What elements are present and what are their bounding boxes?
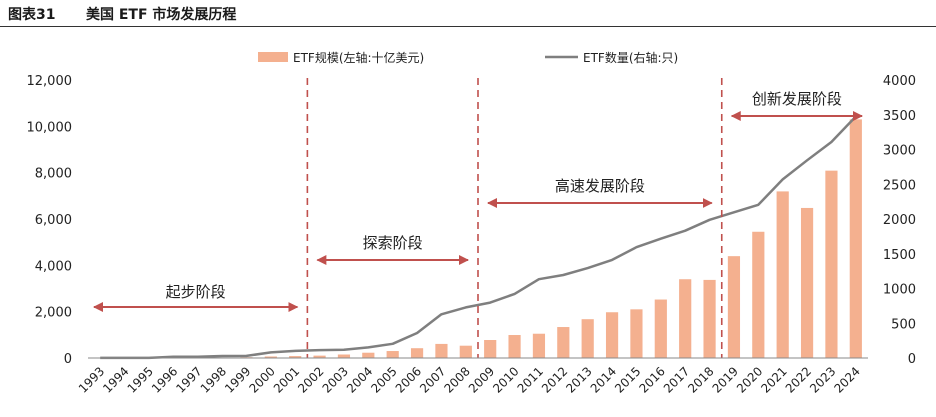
x-tick-label: 2023 xyxy=(807,364,838,395)
bar xyxy=(459,345,472,358)
x-tick-label: 2020 xyxy=(734,364,765,395)
bar xyxy=(727,256,741,358)
x-tick-label: 2007 xyxy=(417,364,448,395)
bar xyxy=(484,339,497,358)
bar xyxy=(289,356,302,358)
bar xyxy=(849,119,862,358)
stage-dividers xyxy=(306,78,723,358)
x-tick-label: 2006 xyxy=(393,364,424,395)
bar xyxy=(362,352,375,358)
bar xyxy=(800,207,814,358)
x-tick-label: 2014 xyxy=(588,364,619,395)
x-tick-label: 2012 xyxy=(539,364,570,395)
legend-bar-label: ETF规模(左轴:十亿美元) xyxy=(293,50,424,65)
bar xyxy=(508,335,521,358)
x-tick-label: 1995 xyxy=(125,364,156,395)
left-tick-label: 0 xyxy=(64,352,72,367)
bar xyxy=(679,279,692,358)
right-axis-ticks: 0 500 1000 1500 2000 2500 3000 3500 4000 xyxy=(883,74,916,367)
right-tick-label: 4000 xyxy=(883,74,916,89)
x-tick-label: 2024 xyxy=(831,364,862,395)
bar xyxy=(264,356,277,358)
stage-annotations: 起步阶段 探索阶段 高速发展阶段 创新发展阶段 xyxy=(93,90,863,312)
right-tick-label: 3000 xyxy=(883,144,916,159)
x-tick-label: 2017 xyxy=(661,364,692,395)
left-tick-label: 6,000 xyxy=(35,213,72,228)
x-tick-label: 2009 xyxy=(466,364,497,395)
right-tick-label: 500 xyxy=(891,317,916,332)
x-tick-label: 2003 xyxy=(320,364,351,395)
x-tick-label: 1993 xyxy=(76,364,107,395)
bar xyxy=(825,170,838,358)
x-tick-label: 1994 xyxy=(100,364,131,395)
bar xyxy=(410,348,424,358)
x-tick-label: 2011 xyxy=(515,364,546,395)
bar xyxy=(386,351,399,358)
figure-title: 美国 ETF 市场发展历程 xyxy=(86,7,237,23)
legend: ETF规模(左轴:十亿美元) ETF数量(右轴:只) xyxy=(258,50,678,65)
bar xyxy=(752,231,765,358)
x-tick-label: 1998 xyxy=(198,364,229,395)
right-tick-label: 3500 xyxy=(883,109,916,124)
bar xyxy=(313,355,326,358)
left-axis-ticks: 0 2,000 4,000 6,000 8,000 10,000 12,000 xyxy=(27,74,73,367)
left-tick-label: 4,000 xyxy=(35,259,72,274)
x-tick-label: 2008 xyxy=(441,364,472,395)
x-tick-label: 2018 xyxy=(685,364,716,395)
x-tick-label: 2001 xyxy=(271,364,302,395)
x-axis: 1993199419951996199719981999200020012002… xyxy=(76,357,868,396)
x-tick-label: 2015 xyxy=(612,364,643,395)
right-tick-label: 1000 xyxy=(883,283,916,298)
bar xyxy=(581,319,594,358)
bar xyxy=(532,333,546,358)
x-tick-label: 1999 xyxy=(222,364,253,395)
bar xyxy=(435,343,448,358)
left-tick-label: 10,000 xyxy=(27,120,73,135)
x-tick-label: 2004 xyxy=(344,364,375,395)
figure-number: 图表31 xyxy=(8,7,56,23)
x-tick-label: 2019 xyxy=(710,364,741,395)
right-tick-label: 2000 xyxy=(883,213,916,228)
x-tick-label: 1996 xyxy=(149,364,180,395)
x-tick-label: 2000 xyxy=(246,364,277,395)
x-tick-label: 2021 xyxy=(758,364,789,395)
line-series-path xyxy=(100,115,857,360)
right-tick-label: 1500 xyxy=(883,248,916,263)
stage-label: 探索阶段 xyxy=(363,234,423,252)
left-tick-label: 2,000 xyxy=(35,306,72,321)
bar xyxy=(337,354,351,358)
x-tick-label: 2010 xyxy=(490,364,521,395)
left-tick-label: 12,000 xyxy=(27,74,73,89)
stage-label: 高速发展阶段 xyxy=(555,177,645,195)
stage-label: 创新发展阶段 xyxy=(752,90,842,108)
x-tick-label: 2005 xyxy=(368,364,399,395)
left-tick-label: 8,000 xyxy=(35,167,72,182)
x-tick-label: 2013 xyxy=(563,364,594,395)
right-tick-label: 2500 xyxy=(883,178,916,193)
legend-bar-swatch xyxy=(258,52,288,62)
bar xyxy=(654,299,667,358)
x-tick-label: 1997 xyxy=(173,364,204,395)
bar xyxy=(557,327,570,358)
bar xyxy=(703,279,716,358)
x-tick-label: 2022 xyxy=(783,364,814,395)
bar xyxy=(630,309,643,358)
legend-line-label: ETF数量(右轴:只) xyxy=(583,50,678,65)
line-series xyxy=(100,115,857,360)
bar xyxy=(605,312,619,358)
figure-header: 图表31 美国 ETF 市场发展历程 xyxy=(0,0,936,27)
x-tick-label: 2016 xyxy=(636,364,667,395)
right-tick-label: 0 xyxy=(908,352,916,367)
stage-label: 起步阶段 xyxy=(166,283,226,301)
bar-series xyxy=(94,119,862,358)
x-tick-label: 2002 xyxy=(295,364,326,395)
bar xyxy=(776,191,789,358)
